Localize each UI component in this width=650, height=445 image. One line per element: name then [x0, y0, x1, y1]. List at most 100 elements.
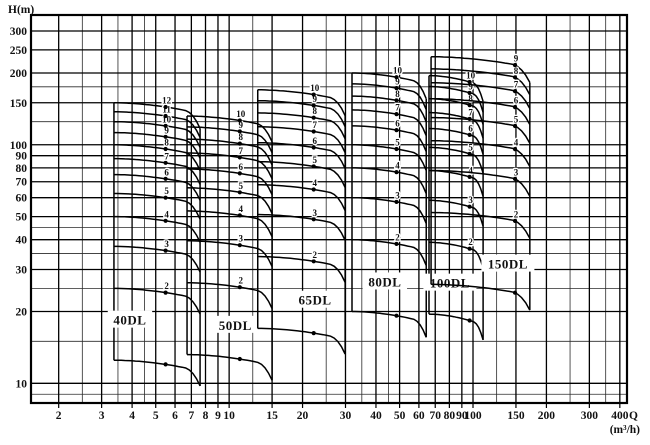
duty-point-150DL-2stage: [512, 218, 518, 223]
stage-count-label-50DL-2: 2: [239, 276, 244, 286]
stage-count-label-40DL-6: 6: [164, 167, 169, 177]
family-name-backing: [362, 272, 408, 290]
x-tick-label-150: 150: [507, 410, 525, 422]
stage-count-label-65DL-4: 4: [312, 178, 317, 188]
x-tick-label-9: 9: [215, 410, 221, 422]
family-name-backing: [107, 310, 153, 328]
pump-curve-80DL-3stage: [352, 196, 427, 224]
family-name-backing: [481, 254, 535, 272]
duty-point-40DL-5stage: [163, 195, 168, 200]
stage-count-label-150DL-7: 7: [514, 80, 519, 90]
duty-point-50DL-2stage: [237, 285, 242, 290]
stage-count-label-50DL-8: 8: [239, 132, 244, 142]
x-tick-label-6: 6: [172, 410, 178, 422]
stage-count-label-150DL-4: 4: [514, 138, 519, 148]
pump-curve-65DL-2stage: [257, 255, 346, 283]
y-tick-label-100: 100: [10, 140, 28, 152]
pump-curve-65DL-3stage: [257, 213, 346, 241]
duty-point-150DL-9stage: [512, 63, 518, 68]
pump-curve-65DL-7stage: [257, 126, 346, 153]
stage-count-label-50DL-4: 4: [239, 204, 244, 214]
x-tick-label-4: 4: [129, 410, 135, 422]
duty-point-50DL-8stage: [237, 141, 242, 146]
stage-count-label-65DL-2: 2: [312, 250, 317, 260]
stage-count-label-150DL-5: 5: [514, 115, 519, 125]
pump-curve-65DL-10stage: [257, 89, 346, 116]
family-name-backing: [213, 315, 258, 333]
family-80DL: 2 3 4 5 6 7 8 910 80DL: [351, 64, 427, 338]
family-name-backing: [292, 290, 338, 308]
duty-point-50DL-5stage: [237, 190, 242, 195]
stage-count-label-40DL-9: 9: [164, 125, 169, 135]
stage-count-label-40DL-4: 4: [164, 209, 169, 219]
y-tick-label-10: 10: [16, 378, 28, 390]
x-tick-label-50: 50: [394, 410, 406, 422]
family-50DL: 2 3 4 5 6 7 8 910 50DL: [186, 108, 273, 381]
stage-count-label-50DL-7: 7: [239, 146, 244, 156]
x-axis-unit: (m³/h): [610, 424, 640, 436]
stage-count-label-40DL-3: 3: [164, 239, 169, 249]
stage-count-label-100DL-2: 2: [468, 237, 473, 247]
duty-point-80DL-5stage: [394, 146, 399, 152]
stage-count-label-100DL-4: 4: [468, 165, 473, 175]
stage-count-label-150DL-8: 8: [514, 66, 519, 76]
stage-count-label-50DL-5: 5: [239, 181, 244, 191]
pump-curve-40DL-8stage: [113, 144, 201, 171]
duty-point-40DL-6stage: [163, 176, 168, 181]
y-tick-label-60: 60: [16, 193, 28, 205]
duty-point-150DL-5stage: [512, 123, 518, 129]
stage-count-label-50DL-3: 3: [239, 234, 244, 244]
stage-count-label-40DL-12: 12: [162, 96, 172, 106]
duty-point-40DL-2stage: [163, 290, 168, 295]
family-name-65DL: 65DL: [298, 293, 331, 308]
duty-point-40DL-3stage: [163, 248, 168, 253]
x-tick-label-300: 300: [581, 410, 599, 422]
pump-curve-50DL-1stage: [187, 353, 273, 381]
plot-frame: [29, 13, 629, 405]
pump-curve-100DL-7stage: [428, 111, 484, 139]
stage-count-label-80DL-6: 6: [395, 119, 400, 129]
duty-point-40DL-8stage: [163, 146, 168, 152]
stage-count-label-65DL-7: 7: [312, 120, 317, 130]
stage-count-label-100DL-5: 5: [468, 142, 473, 152]
stage-count-label-80DL-10: 10: [393, 66, 403, 76]
duty-point-65DL-3stage: [311, 217, 316, 222]
stage-count-label-100DL-3: 3: [468, 195, 473, 205]
pump-curve-80DL-7stage: [351, 109, 427, 136]
stage-count-label-40DL-2: 2: [164, 281, 169, 291]
stage-count-label-80DL-7: 7: [395, 103, 400, 113]
duty-point-65DL-1stage: [311, 331, 316, 336]
pump-curve-80DL-9stage: [352, 83, 427, 110]
duty-point-40DL-9stage: [163, 134, 168, 139]
y-tick-label-50: 50: [16, 212, 28, 224]
pump-curve-40DL-12stage: [113, 102, 201, 129]
pump-curve-65DL-5stage: [257, 160, 346, 188]
duty-point-40DL-1stage: [163, 362, 168, 367]
pump-curve-100DL-4stage: [428, 169, 484, 197]
stage-count-label-50DL-6: 6: [239, 162, 244, 172]
duty-point-100DL-8stage: [467, 103, 472, 108]
duty-point-50DL-6stage: [237, 171, 242, 176]
duty-point-80DL-10stage: [394, 75, 399, 80]
duty-point-50DL-4stage: [237, 213, 242, 218]
family-name-80DL: 80DL: [368, 274, 401, 289]
pump-curve-65DL-1stage: [257, 327, 346, 355]
stage-count-label-100DL-8: 8: [468, 94, 473, 104]
duty-point-65DL-8stage: [311, 115, 316, 120]
x-tick-label-10: 10: [223, 410, 235, 422]
duty-point-65DL-4stage: [311, 187, 316, 192]
duty-point-150DL-1stage: [512, 290, 518, 295]
y-tick-label-90: 90: [16, 151, 28, 163]
stage-count-label-40DL-7: 7: [164, 151, 169, 161]
pump-curve-40DL-10stage: [113, 120, 201, 148]
pump-curve-100DL-6stage: [428, 127, 484, 155]
stage-count-label-80DL-9: 9: [395, 77, 400, 87]
duty-point-65DL-7stage: [311, 129, 316, 134]
x-tick-label-100: 100: [464, 410, 482, 422]
x-tick-label-7: 7: [188, 410, 194, 422]
pump-curve-40DL-7stage: [113, 157, 201, 185]
x-axis-symbol: Q: [629, 410, 638, 422]
x-tick-label-80: 80: [444, 410, 456, 422]
stage-count-label-65DL-8: 8: [312, 106, 317, 116]
